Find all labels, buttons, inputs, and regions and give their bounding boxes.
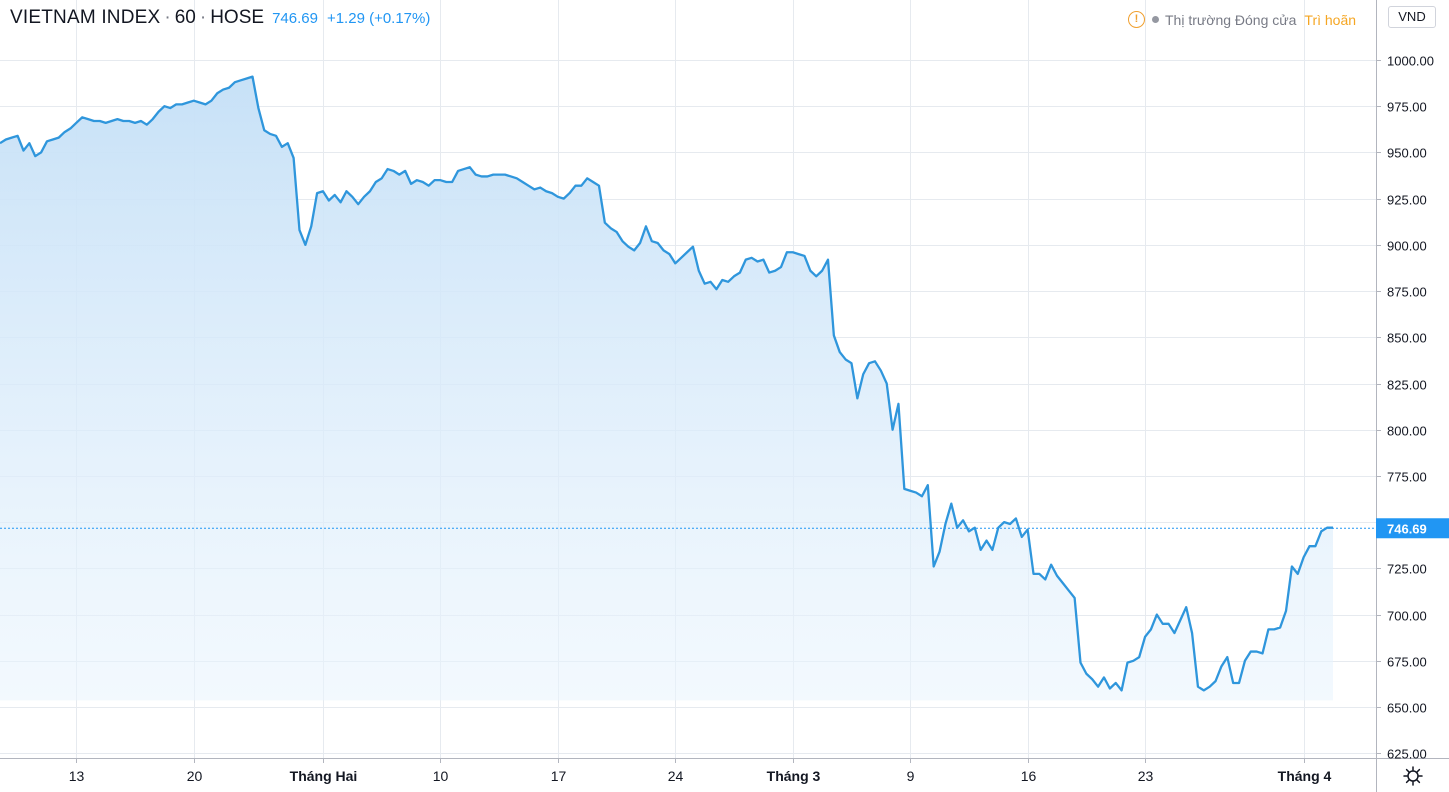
x-tick-label: 13 (69, 768, 85, 784)
last-price-badge (1376, 518, 1449, 539)
y-tick-label: 800.00 (1387, 424, 1427, 439)
chart-header: VIETNAM INDEX · 60 · HOSE 746.69 +1.29 (+0.17%… (10, 7, 430, 29)
y-tick-label: 975.00 (1387, 100, 1427, 115)
price-area-fill (0, 76, 1333, 701)
exchange: HOSE (210, 7, 265, 28)
price-line (0, 75, 1333, 692)
y-tick-label: 725.00 (1387, 562, 1427, 577)
x-tick-label: 16 (1021, 768, 1037, 784)
last-price-label: 746.69 (1376, 518, 1449, 539)
time-axis[interactable]: 13 20 Tháng Hai 10 17 24 Tháng 3 9 16 23 Tháng 4 (69, 758, 1332, 784)
y-tick-label: 825.00 (1387, 378, 1427, 393)
y-tick-label: 700.00 (1387, 609, 1427, 624)
market-status: ! Thị trường Đóng cửa Trì hoãn (1128, 11, 1356, 28)
y-tick-label: 775.00 (1387, 470, 1427, 485)
y-tick-label: 950.00 (1387, 146, 1427, 161)
last-price: 746.69 (272, 10, 318, 27)
y-tick-label: 650.00 (1387, 701, 1427, 716)
x-tick-label: 10 (433, 768, 449, 784)
x-tick-label: Tháng 3 (767, 768, 821, 784)
price-change: +1.29 (+0.17%) (326, 10, 431, 27)
y-tick-label: 850.00 (1387, 331, 1427, 346)
y-tick-label: 625.00 (1387, 747, 1427, 762)
x-tick-label: 17 (551, 768, 567, 784)
x-tick-label: 9 (907, 768, 915, 784)
y-tick-label: 675.00 (1387, 655, 1427, 670)
price-axis[interactable]: 625.00650.00675.00700.00725.00750.00775.… (1376, 54, 1434, 762)
market-status-text: Thị trường Đóng cửa (1165, 11, 1297, 28)
y-tick-label: 925.00 (1387, 193, 1427, 208)
warning-icon[interactable]: ! (1128, 11, 1145, 28)
delay-text: Trì hoãn (1304, 11, 1357, 28)
y-tick-label: 875.00 (1387, 285, 1427, 300)
y-tick-label: 1000.00 (1387, 54, 1434, 69)
x-tick-label: Tháng Hai (290, 768, 358, 784)
x-tick-label: 20 (187, 768, 203, 784)
interval[interactable]: 60 (174, 7, 196, 28)
status-dot-icon (1152, 16, 1159, 23)
separator: · (199, 7, 207, 28)
x-tick-label: Tháng 4 (1278, 768, 1332, 784)
symbol-name[interactable]: VIETNAM INDEX (10, 7, 161, 28)
separator: · (164, 7, 171, 28)
currency-button[interactable]: VND (1388, 6, 1436, 28)
x-tick-label: 23 (1138, 768, 1154, 784)
settings-gear-icon[interactable] (1402, 765, 1424, 787)
y-tick-label: 900.00 (1387, 239, 1427, 254)
x-tick-label: 24 (668, 768, 684, 784)
last-price-badge-text: 746.69 (1387, 521, 1427, 536)
